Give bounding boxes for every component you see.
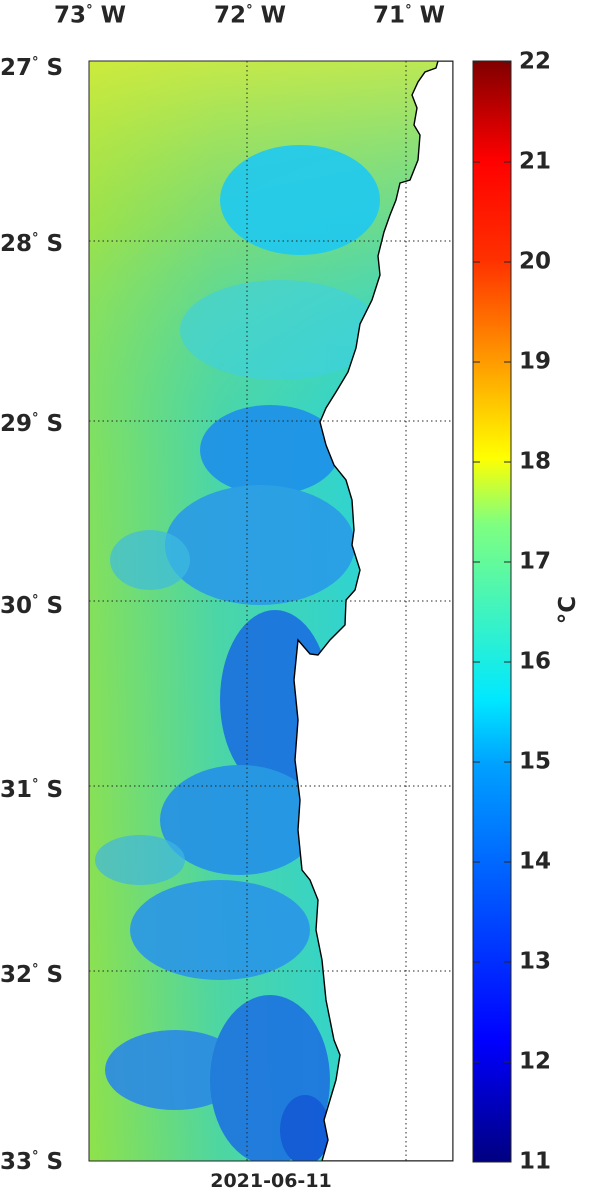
lat-label-32s: 32° S xyxy=(0,961,64,988)
map-date: 2021-06-11 xyxy=(210,1170,332,1192)
colorbar-tick-marks xyxy=(473,61,511,1163)
graticule xyxy=(89,61,453,1161)
colorbar-tick-label: 19 xyxy=(519,348,552,375)
colorbar-tick-label: 12 xyxy=(519,1048,552,1075)
land-area xyxy=(293,61,453,1161)
colorbar-tick-label: 15 xyxy=(519,748,552,775)
colorbar-tick-label: 17 xyxy=(519,548,552,575)
lat-label-31s: 31° S xyxy=(0,776,64,803)
lon-label-72w: 72° W xyxy=(214,2,286,29)
colorbar-unit-label: °C xyxy=(555,595,581,625)
colorbar xyxy=(472,60,512,1163)
colorbar-tick-label: 16 xyxy=(519,648,552,675)
lat-label-28s: 28° S xyxy=(0,230,64,257)
colorbar-tick-label: 21 xyxy=(519,148,552,175)
lat-label-33s: 33° S xyxy=(0,1148,64,1175)
map-frame xyxy=(88,60,454,1162)
colorbar-tick-label: 22 xyxy=(519,48,552,75)
lon-label-73w: 73° W xyxy=(54,2,126,29)
lon-label-71w: 71° W xyxy=(373,2,445,29)
lat-label-30s: 30° S xyxy=(0,592,64,619)
colorbar-tick-label: 18 xyxy=(519,448,552,475)
colorbar-tick-label: 20 xyxy=(519,248,552,275)
lat-label-29s: 29° S xyxy=(0,410,64,437)
colorbar-tick-label: 14 xyxy=(519,848,552,875)
lat-label-27s: 27° S xyxy=(0,54,64,81)
colorbar-tick-label: 13 xyxy=(519,948,552,975)
colorbar-tick-label: 11 xyxy=(519,1148,552,1175)
